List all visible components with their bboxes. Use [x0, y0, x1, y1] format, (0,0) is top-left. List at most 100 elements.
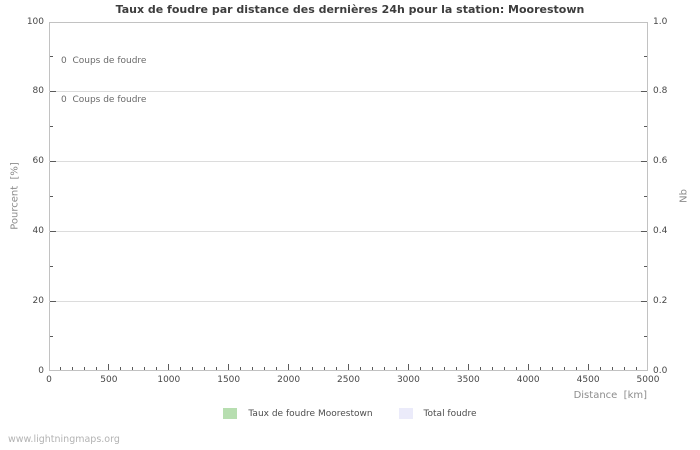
x-axis-tick-label: 2000 [277, 375, 301, 385]
x-major-tick [288, 364, 290, 370]
y-major-tick-left [50, 230, 56, 232]
x-minor-tick [431, 367, 433, 370]
x-minor-tick [180, 367, 182, 370]
y-axis-left-tick-label: 100 [26, 16, 44, 27]
x-minor-tick [515, 367, 517, 370]
x-minor-tick [455, 367, 457, 370]
x-axis-tick-label: 3000 [396, 375, 420, 385]
x-axis-tick-label: 4500 [576, 375, 600, 385]
x-minor-tick [96, 367, 98, 370]
x-minor-tick [575, 367, 577, 370]
x-minor-tick [419, 367, 421, 370]
x-major-tick [108, 364, 110, 370]
x-minor-tick [192, 367, 194, 370]
x-axis-tick-label: 0 [46, 375, 52, 385]
y-major-tick-left [50, 300, 56, 302]
y-axis-right-title: Nb [678, 189, 690, 203]
x-minor-tick [144, 367, 146, 370]
y-axis-right-tick-label: 0.8 [653, 86, 668, 97]
y-axis-left-title: Pourcent [%] [9, 162, 21, 230]
legend-label: Taux de foudre Moorestown [248, 408, 373, 419]
y-minor-tick-right [644, 56, 647, 58]
x-axis-tick-label: 1500 [217, 375, 241, 385]
x-minor-tick [300, 367, 302, 370]
x-minor-tick [240, 367, 242, 370]
y-minor-tick-left [50, 56, 53, 58]
x-major-tick [527, 364, 529, 370]
x-axis-tick-label: 1000 [157, 375, 181, 385]
y-axis-left-tick-label: 60 [32, 156, 44, 167]
gridline [49, 230, 648, 232]
x-axis-tick-label: 500 [100, 375, 118, 385]
x-minor-tick [156, 367, 158, 370]
x-minor-tick [312, 367, 314, 370]
y-minor-tick-left [50, 335, 53, 337]
y-major-tick-right [641, 230, 647, 232]
x-minor-tick [204, 367, 206, 370]
annotation-line: 0 Coups de foudre [61, 56, 147, 66]
y-axis-left-tick-label: 80 [32, 86, 44, 97]
y-minor-tick-right [644, 126, 647, 128]
x-minor-tick [635, 367, 637, 370]
x-minor-tick [324, 367, 326, 370]
x-minor-tick [395, 367, 397, 370]
x-axis-tick-label: 2500 [337, 375, 360, 385]
gridline [49, 91, 648, 93]
x-minor-tick [336, 367, 338, 370]
x-minor-tick [371, 367, 373, 370]
legend-label: Total foudre [423, 408, 477, 419]
x-minor-tick [503, 367, 505, 370]
x-minor-tick [72, 367, 74, 370]
x-major-tick [348, 364, 349, 370]
x-axis-tick-label: 3500 [456, 375, 480, 385]
y-minor-tick-right [644, 265, 647, 267]
legend-item: Taux de foudre Moorestown [223, 408, 373, 419]
x-axis-tick-label: 4000 [516, 375, 540, 385]
y-axis-left-tick-label: 40 [32, 225, 44, 236]
watermark: www.lightningmaps.org [8, 434, 120, 445]
x-minor-tick [252, 367, 254, 370]
legend: Taux de foudre Moorestown Total foudre [0, 408, 700, 419]
y-minor-tick-right [644, 196, 647, 197]
x-minor-tick [611, 367, 613, 370]
legend-item: Total foudre [398, 408, 477, 419]
x-minor-tick [563, 367, 565, 370]
y-axis-right-tick-label: 0.6 [653, 156, 668, 167]
y-minor-tick-left [50, 196, 53, 197]
x-minor-tick [276, 367, 278, 370]
y-major-tick-right [641, 91, 647, 93]
x-minor-tick [216, 367, 218, 370]
y-axis-right-tick-label: 1.0 [653, 16, 668, 27]
x-minor-tick [60, 367, 62, 370]
plot-area [49, 22, 648, 371]
x-minor-tick [551, 367, 553, 370]
y-minor-tick-right [644, 335, 647, 337]
y-major-tick-left [50, 91, 56, 93]
x-major-tick [467, 364, 469, 370]
x-minor-tick [443, 367, 445, 370]
x-minor-tick [491, 367, 493, 370]
y-axis-right-tick-label: 0.2 [653, 295, 668, 306]
y-major-tick-left [50, 161, 56, 163]
x-major-tick [228, 364, 230, 370]
y-minor-tick-left [50, 126, 53, 128]
x-minor-tick [383, 367, 385, 370]
y-axis-left-tick-label: 0 [38, 365, 44, 376]
x-major-tick [168, 364, 170, 370]
y-major-tick-right [641, 161, 647, 163]
x-minor-tick [479, 367, 481, 370]
x-minor-tick [84, 367, 86, 370]
y-major-tick-right [641, 300, 647, 302]
x-minor-tick [120, 367, 122, 370]
y-axis-left-tick-label: 20 [32, 295, 44, 306]
x-axis-title: Distance [km] [573, 390, 647, 401]
legend-swatch [398, 408, 413, 419]
gridline [49, 300, 648, 302]
y-minor-tick-left [50, 265, 53, 267]
annotation-line: 0 Coups de foudre [61, 95, 147, 105]
x-minor-tick [359, 367, 361, 370]
x-minor-tick [264, 367, 266, 370]
legend-swatch [223, 408, 238, 419]
y-axis-right-tick-label: 0.0 [653, 365, 668, 376]
